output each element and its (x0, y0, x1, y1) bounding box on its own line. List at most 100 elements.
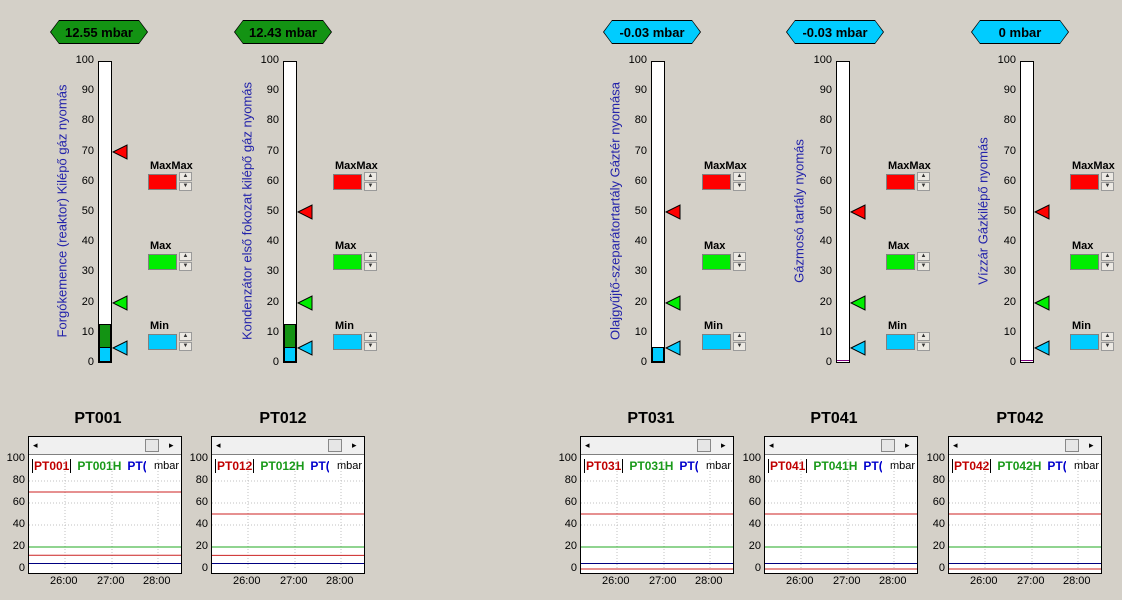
maxmax-spinner[interactable]: ▲ ▼ (917, 172, 930, 191)
min-limit-field[interactable] (1070, 334, 1099, 350)
gauge-tick: 30 (266, 265, 279, 278)
spin-down-button[interactable]: ▼ (917, 342, 930, 351)
max-spinner[interactable]: ▲ ▼ (1101, 252, 1114, 271)
trend-xtick: 27:00 (280, 575, 308, 587)
spin-up-button[interactable]: ▲ (917, 332, 930, 341)
scroll-right-arrow[interactable]: ▸ (905, 440, 910, 450)
trend-xtick: 26:00 (970, 575, 998, 587)
max-spinner[interactable]: ▲ ▼ (364, 252, 377, 271)
trend-chart-pt012: ◂ ▸ PT012 PT012H PT(mbar (211, 436, 365, 574)
chart-scrollbar[interactable]: ◂ ▸ (949, 437, 1101, 455)
maxmax-limit-field[interactable] (1070, 174, 1099, 190)
max-limit-field[interactable] (333, 254, 362, 270)
spin-up-button[interactable]: ▲ (179, 172, 192, 181)
scroll-right-arrow[interactable]: ▸ (721, 440, 726, 450)
trend-ytick: 80 (12, 474, 25, 486)
spin-down-button[interactable]: ▼ (733, 182, 746, 191)
spin-down-button[interactable]: ▼ (733, 342, 746, 351)
chart-scrollbar[interactable]: ◂ ▸ (212, 437, 364, 455)
scroll-left-arrow[interactable]: ◂ (585, 440, 590, 450)
spin-up-button[interactable]: ▲ (733, 172, 746, 181)
scroll-thumb[interactable] (1065, 439, 1079, 452)
spin-up-button[interactable]: ▲ (179, 252, 192, 261)
min-limit-field[interactable] (702, 334, 731, 350)
gauge-tick: 90 (819, 84, 832, 97)
chart-scrollbar[interactable]: ◂ ▸ (581, 437, 733, 455)
min-spinner[interactable]: ▲ ▼ (1101, 332, 1114, 351)
min-spinner[interactable]: ▲ ▼ (179, 332, 192, 351)
spin-up-button[interactable]: ▲ (364, 252, 377, 261)
spin-down-button[interactable]: ▼ (364, 342, 377, 351)
max-limit-field[interactable] (148, 254, 177, 270)
max-spinner[interactable]: ▲ ▼ (179, 252, 192, 271)
spin-up-button[interactable]: ▲ (364, 332, 377, 341)
spin-up-button[interactable]: ▲ (733, 252, 746, 261)
spin-up-button[interactable]: ▲ (179, 332, 192, 341)
min-limit-field[interactable] (148, 334, 177, 350)
spin-down-button[interactable]: ▼ (179, 182, 192, 191)
scroll-left-arrow[interactable]: ◂ (216, 440, 221, 450)
max-limit-field[interactable] (1070, 254, 1099, 270)
min-spinner[interactable]: ▲ ▼ (733, 332, 746, 351)
maxmax-label: MaxMax (888, 160, 931, 172)
spin-up-button[interactable]: ▲ (364, 172, 377, 181)
maxmax-limit-field[interactable] (702, 174, 731, 190)
scroll-right-arrow[interactable]: ▸ (352, 440, 357, 450)
maxmax-spinner[interactable]: ▲ ▼ (179, 172, 192, 191)
min-spinner[interactable]: ▲ ▼ (364, 332, 377, 351)
max-spinner[interactable]: ▲ ▼ (733, 252, 746, 271)
gauge-tick: 100 (260, 54, 279, 66)
spin-up-button[interactable]: ▲ (1101, 252, 1114, 261)
spin-up-button[interactable]: ▲ (1101, 172, 1114, 181)
scroll-left-arrow[interactable]: ◂ (953, 440, 958, 450)
scroll-thumb[interactable] (881, 439, 895, 452)
maxmax-spinner[interactable]: ▲ ▼ (1101, 172, 1114, 191)
min-limit-field[interactable] (886, 334, 915, 350)
chart-scrollbar[interactable]: ◂ ▸ (765, 437, 917, 455)
spin-up-button[interactable]: ▲ (1101, 332, 1114, 341)
gauge-tick: 20 (634, 295, 647, 308)
scroll-right-arrow[interactable]: ▸ (1089, 440, 1094, 450)
spin-up-button[interactable]: ▲ (917, 252, 930, 261)
max-limit-field[interactable] (886, 254, 915, 270)
scroll-thumb[interactable] (328, 439, 342, 452)
trend-ytick: 100 (189, 452, 208, 464)
scroll-right-arrow[interactable]: ▸ (169, 440, 174, 450)
maxmax-limit-field[interactable] (886, 174, 915, 190)
min-marker (112, 340, 128, 356)
trend-chart-pt031: ◂ ▸ PT031 PT031H PT(mbar (580, 436, 734, 574)
min-spinner[interactable]: ▲ ▼ (917, 332, 930, 351)
trend-ytick: 0 (201, 562, 208, 574)
spin-up-button[interactable]: ▲ (917, 172, 930, 181)
maxmax-spinner[interactable]: ▲ ▼ (364, 172, 377, 191)
max-limit-field[interactable] (702, 254, 731, 270)
legend-item: PT012H (260, 459, 305, 473)
maxmax-limit-field[interactable] (148, 174, 177, 190)
spin-down-button[interactable]: ▼ (917, 182, 930, 191)
gauge-tick: 90 (266, 84, 279, 97)
spin-down-button[interactable]: ▼ (1101, 182, 1114, 191)
spin-up-button[interactable]: ▲ (733, 332, 746, 341)
maxmax-spinner[interactable]: ▲ ▼ (733, 172, 746, 191)
scroll-thumb[interactable] (697, 439, 711, 452)
spin-down-button[interactable]: ▼ (917, 262, 930, 271)
spin-down-button[interactable]: ▼ (179, 262, 192, 271)
scroll-left-arrow[interactable]: ◂ (769, 440, 774, 450)
min-limit-field[interactable] (333, 334, 362, 350)
spin-down-button[interactable]: ▼ (364, 182, 377, 191)
spin-down-button[interactable]: ▼ (179, 342, 192, 351)
trend-ytick: 60 (932, 496, 945, 508)
min-marker (1034, 340, 1050, 356)
gauge-tick: 80 (81, 114, 94, 127)
gauge-tick: 80 (266, 114, 279, 127)
scroll-left-arrow[interactable]: ◂ (33, 440, 38, 450)
spin-down-button[interactable]: ▼ (733, 262, 746, 271)
spin-down-button[interactable]: ▼ (1101, 342, 1114, 351)
spin-down-button[interactable]: ▼ (364, 262, 377, 271)
maxmax-limit-field[interactable] (333, 174, 362, 190)
max-spinner[interactable]: ▲ ▼ (917, 252, 930, 271)
legend-item: PT031 (584, 459, 624, 473)
spin-down-button[interactable]: ▼ (1101, 262, 1114, 271)
chart-scrollbar[interactable]: ◂ ▸ (29, 437, 181, 455)
scroll-thumb[interactable] (145, 439, 159, 452)
